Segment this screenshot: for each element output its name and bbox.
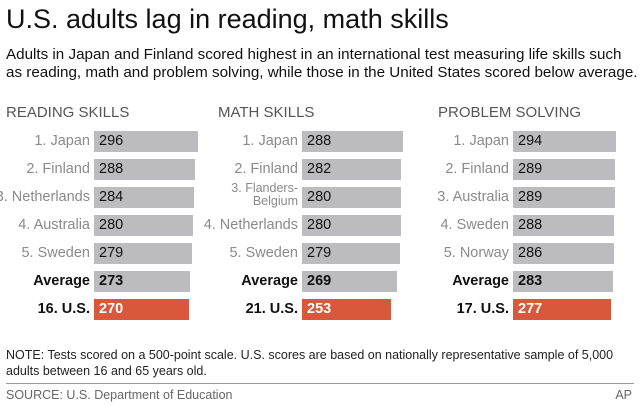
category-label: 1. Japan [34, 133, 90, 149]
category-label: 4. Australia [18, 217, 90, 233]
data-label: 294 [518, 133, 543, 149]
bar [94, 159, 196, 180]
divider [6, 383, 634, 384]
category-label: 5. Norway [443, 245, 509, 261]
bar [302, 243, 401, 264]
bar [302, 271, 397, 292]
panel-title: PROBLEM SOLVING [438, 104, 582, 121]
category-label: Average [33, 273, 90, 289]
data-label: 289 [518, 189, 543, 205]
category-label: 3. Australia [437, 189, 509, 205]
credit: AP [615, 388, 632, 402]
bar [302, 131, 404, 152]
category-label: Average [241, 273, 298, 289]
bar [513, 243, 614, 264]
bar [94, 243, 193, 264]
data-label: 280 [307, 217, 332, 233]
data-label: 280 [307, 189, 332, 205]
bar [513, 187, 615, 208]
bar [94, 271, 191, 292]
category-label: 2. Finland [26, 161, 90, 177]
category-label: 2. Finland [234, 161, 298, 177]
bar [302, 215, 401, 236]
bar [302, 159, 402, 180]
bar [94, 187, 194, 208]
bar [94, 215, 193, 236]
bar [513, 215, 615, 236]
category-label: 16. U.S. [37, 301, 90, 317]
us-bar [513, 299, 611, 320]
data-label: 279 [99, 245, 124, 261]
data-label: 296 [99, 133, 124, 149]
data-label: 288 [518, 217, 543, 233]
chart-title: U.S. adults lag in reading, math skills [6, 4, 449, 34]
category-label: 3. Flanders- Belgium [231, 181, 298, 208]
bar [513, 159, 615, 180]
category-label: 2. Finland [445, 161, 509, 177]
category-label: 5. Sweden [229, 245, 298, 261]
data-label: 253 [307, 301, 332, 317]
us-bar [94, 299, 190, 320]
category-label: 4. Sweden [440, 217, 509, 233]
data-label: 277 [518, 301, 543, 317]
us-bar [302, 299, 392, 320]
data-label: 288 [307, 133, 332, 149]
category-label: 21. U.S. [245, 301, 298, 317]
data-label: 279 [307, 245, 332, 261]
chart-subtitle: Adults in Japan and Finland scored highe… [6, 46, 638, 81]
bar [302, 187, 401, 208]
category-label: Average [452, 273, 509, 289]
data-label: 280 [99, 217, 124, 233]
bar [94, 131, 199, 152]
category-label: 4. Netherlands [203, 217, 298, 233]
data-label: 289 [518, 161, 543, 177]
footnote: NOTE: Tests scored on a 500-point scale.… [6, 348, 614, 378]
data-label: 288 [99, 161, 124, 177]
category-label: 1. Japan [453, 133, 509, 149]
panel-title: READING SKILLS [6, 104, 130, 121]
category-label: 3. Netherlands [0, 189, 90, 205]
category-label: 1. Japan [242, 133, 298, 149]
data-label: 270 [99, 301, 124, 317]
category-label: 5. Sweden [21, 245, 90, 261]
bar [513, 131, 617, 152]
data-label: 269 [307, 273, 332, 289]
data-label: 283 [518, 273, 543, 289]
data-label: 284 [99, 189, 124, 205]
panel-title: MATH SKILLS [218, 104, 315, 121]
category-label: 17. U.S. [456, 301, 509, 317]
data-label: 282 [307, 161, 332, 177]
data-label: 286 [518, 245, 543, 261]
bar [513, 271, 613, 292]
data-label: 273 [99, 273, 124, 289]
source: SOURCE: U.S. Department of Education [6, 388, 233, 402]
